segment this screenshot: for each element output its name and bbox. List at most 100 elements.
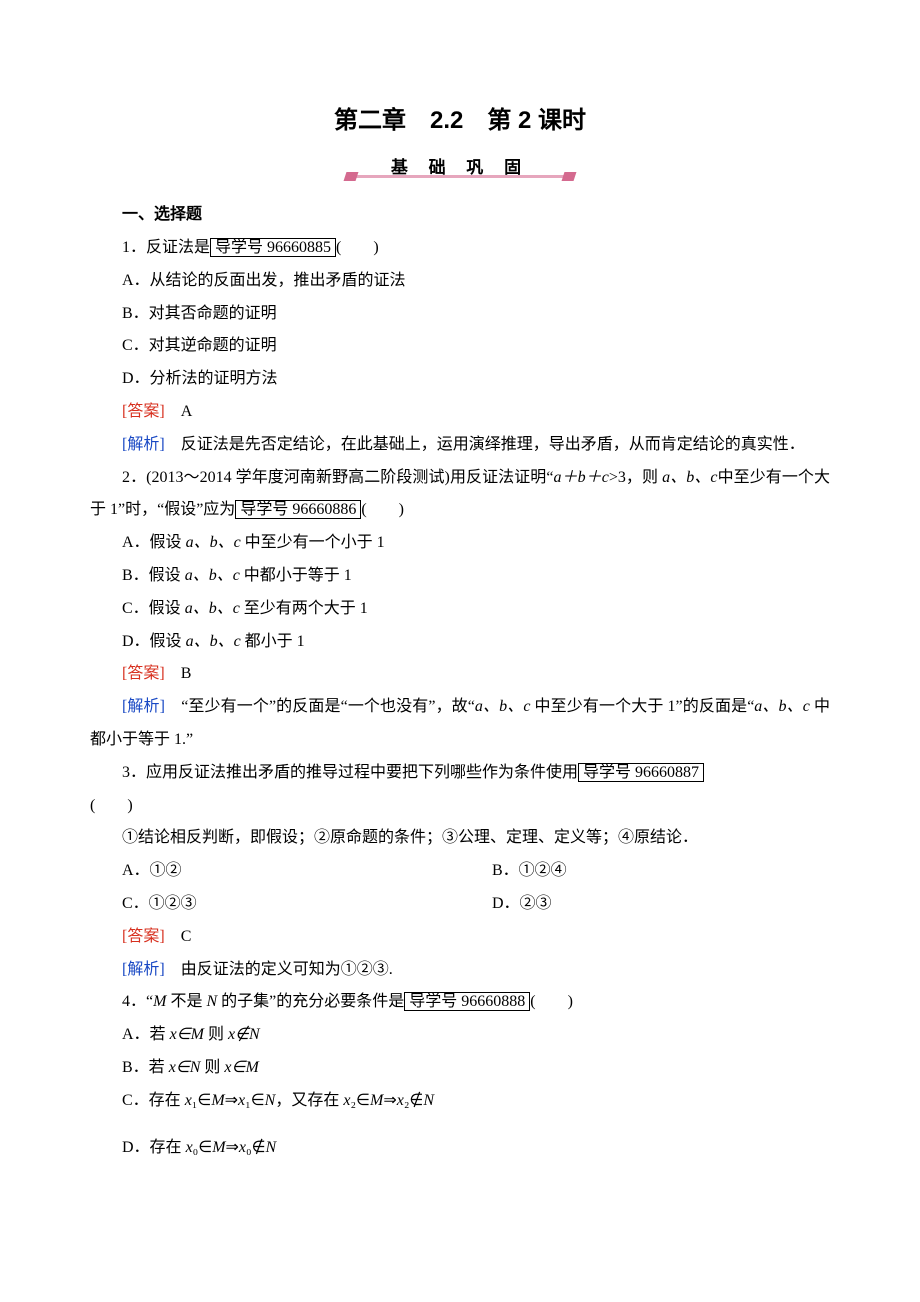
- q1-stem-text: 1．反证法是: [122, 239, 210, 256]
- q2-stem-a: 2．(2013～2014 学年度河南新野高二阶段测试)用反证法证明“: [122, 469, 553, 486]
- subsection-heading: 一、选择题: [90, 200, 830, 224]
- q3-analysis: [解析] 由反证法的定义可知为①②③.: [90, 954, 830, 987]
- q2-ana-vars: a、b、c: [475, 698, 531, 715]
- q3-analysis-text: 由反证法的定义可知为①②③.: [181, 961, 393, 978]
- q4-choice-b: B．若 x∈N 则 x∈M: [90, 1052, 830, 1085]
- q2-vars: a、b、c: [662, 469, 717, 486]
- q2-answer-value: B: [181, 665, 192, 682]
- q2-d-vars: a、b、c: [186, 633, 241, 650]
- q1-choice-d: D．分析法的证明方法: [90, 363, 830, 396]
- q1-choice-c: C．对其逆命题的证明: [90, 330, 830, 363]
- q3-stem: 3．应用反证法推出矛盾的推导过程中要把下列哪些作为条件使用导学号 9666088…: [90, 757, 830, 790]
- q4-c-2c: M: [370, 1092, 383, 1109]
- answer-label: [答案]: [122, 928, 165, 945]
- q1-stem: 1．反证法是导学号 96660885( ): [90, 232, 830, 265]
- q2-stem: 2．(2013～2014 学年度河南新野高二阶段测试)用反证法证明“a＋b＋c>…: [90, 462, 830, 528]
- q4-choice-d: D．存在 x₀∈M⇒x₀∉N: [90, 1132, 830, 1165]
- q2-blank: ( ): [361, 501, 404, 518]
- q4-c-1f: ₁∈: [245, 1092, 265, 1109]
- q4-a-m3: x∉N: [228, 1026, 260, 1043]
- q4-d-1b: ₀∈: [193, 1139, 213, 1156]
- q3-stem-text: 3．应用反证法推出矛盾的推导过程中要把下列哪些作为条件使用: [122, 764, 578, 781]
- q4-a-m1: x∈M: [170, 1026, 204, 1043]
- q4-c-2e: x: [397, 1092, 404, 1109]
- q2-b-pre: B．假设: [122, 567, 185, 584]
- q4-choice-c: C．存在 x₁∈M⇒x₁∈N，又存在 x₂∈M⇒x₂∉N: [90, 1085, 830, 1118]
- q2-choice-c: C．假设 a、b、c 至少有两个大于 1: [90, 593, 830, 626]
- page: 第二章 2.2 第 2 课时 基 础 巩 固 一、选择题 1．反证法是导学号 9…: [0, 0, 920, 1224]
- q3-choice-row-1: A．①② B．①②④: [90, 855, 830, 888]
- q4-d-pre: D．存在: [122, 1139, 186, 1156]
- q3-answer: [答案] C: [90, 921, 830, 954]
- q2-b-post: 中都小于等于 1: [240, 567, 352, 584]
- q4-M: M: [153, 993, 166, 1010]
- q2-c-vars: a、b、c: [185, 600, 240, 617]
- q2-a-vars: a、b、c: [186, 534, 241, 551]
- q3-conditions: ①结论相反判断，即假设；②原命题的条件；③公理、定理、定义等；④原结论．: [90, 822, 830, 855]
- answer-label: [答案]: [122, 403, 165, 420]
- q4-b-m1: x∈N: [169, 1059, 201, 1076]
- analysis-label: [解析]: [122, 698, 165, 715]
- analysis-label: [解析]: [122, 961, 165, 978]
- q4-stem: 4．“M 不是 N 的子集”的充分必要条件是导学号 96660888( ): [90, 986, 830, 1019]
- q4-d-1f: ₀∉: [246, 1139, 266, 1156]
- q4-ref-box: 导学号 96660888: [404, 992, 530, 1011]
- q1-answer: [答案] A: [90, 396, 830, 429]
- q4-c-1c: M: [211, 1092, 224, 1109]
- q4-N: N: [206, 993, 217, 1010]
- q4-stem-c: 的子集”的充分必要条件是: [217, 993, 404, 1010]
- q2-ana-vars2: a、b、c: [754, 698, 810, 715]
- banner-text: 基 础 巩 固: [387, 158, 533, 177]
- q1-analysis-text: 反证法是先否定结论，在此基础上，运用演绎推理，导出矛盾，从而肯定结论的真实性．: [181, 436, 805, 453]
- q3-choice-c: C．①②③: [90, 888, 460, 921]
- q4-c-2f: ₂∉: [404, 1092, 424, 1109]
- q4-c-1a: x: [185, 1092, 192, 1109]
- q2-stem-b: >3，则: [609, 469, 662, 486]
- spacer: [90, 1118, 830, 1132]
- q2-choice-a: A．假设 a、b、c 中至少有一个小于 1: [90, 527, 830, 560]
- q2-c-post: 至少有两个大于 1: [240, 600, 368, 617]
- q4-c-2d: ⇒: [383, 1092, 396, 1109]
- q2-analysis: [解析] “至少有一个”的反面是“一个也没有”，故“a、b、c 中至少有一个大于…: [90, 691, 830, 757]
- q2-b-vars: a、b、c: [185, 567, 240, 584]
- answer-label: [答案]: [122, 665, 165, 682]
- q1-answer-value: A: [181, 403, 193, 420]
- q4-b-m3: x∈M: [224, 1059, 258, 1076]
- q4-a-pre: A．若: [122, 1026, 170, 1043]
- q4-stem-a: 4．“: [122, 993, 153, 1010]
- q3-choice-b: B．①②④: [460, 855, 830, 888]
- q4-c-2b: ₂∈: [350, 1092, 370, 1109]
- q4-a-m2: 则: [204, 1026, 228, 1043]
- q3-choice-a: A．①②: [90, 855, 460, 888]
- q2-a-post: 中至少有一个小于 1: [241, 534, 385, 551]
- q2-d-post: 都小于 1: [241, 633, 305, 650]
- chapter-title: 第二章 2.2 第 2 课时: [90, 100, 830, 135]
- q1-analysis: [解析] 反证法是先否定结论，在此基础上，运用演绎推理，导出矛盾，从而肯定结论的…: [90, 429, 830, 462]
- q4-blank: ( ): [530, 993, 573, 1010]
- q4-c-1b: ₁∈: [192, 1092, 212, 1109]
- q2-ana-b: 中至少有一个大于 1”的反面是“: [530, 698, 754, 715]
- q2-a-pre: A．假设: [122, 534, 186, 551]
- q4-b-m2: 则: [200, 1059, 224, 1076]
- q4-choice-a: A．若 x∈M 则 x∉N: [90, 1019, 830, 1052]
- q3-ref-box: 导学号 96660887: [578, 763, 704, 782]
- q3-choice-d: D．②③: [460, 888, 830, 921]
- q4-d-1e: x: [239, 1139, 246, 1156]
- q2-ana-a: “至少有一个”的反面是“一个也没有”，故“: [181, 698, 475, 715]
- analysis-label: [解析]: [122, 436, 165, 453]
- q4-d-1c: M: [212, 1139, 225, 1156]
- q1-ref-box: 导学号 96660885: [210, 238, 336, 257]
- q4-d-1d: ⇒: [226, 1139, 239, 1156]
- q2-c-pre: C．假设: [122, 600, 185, 617]
- q2-choice-d: D．假设 a、b、c 都小于 1: [90, 626, 830, 659]
- q4-c-2g: N: [423, 1092, 434, 1109]
- q4-b-pre: B．若: [122, 1059, 169, 1076]
- q2-answer: [答案] B: [90, 658, 830, 691]
- section-banner: 基 础 巩 固: [90, 153, 830, 178]
- q2-choice-b: B．假设 a、b、c 中都小于等于 1: [90, 560, 830, 593]
- q2-ref-box: 导学号 96660886: [235, 500, 361, 519]
- q1-choice-b: B．对其否命题的证明: [90, 298, 830, 331]
- q3-blank-line: ( ): [90, 790, 830, 823]
- q3-answer-value: C: [181, 928, 192, 945]
- q4-c-pre: C．存在: [122, 1092, 185, 1109]
